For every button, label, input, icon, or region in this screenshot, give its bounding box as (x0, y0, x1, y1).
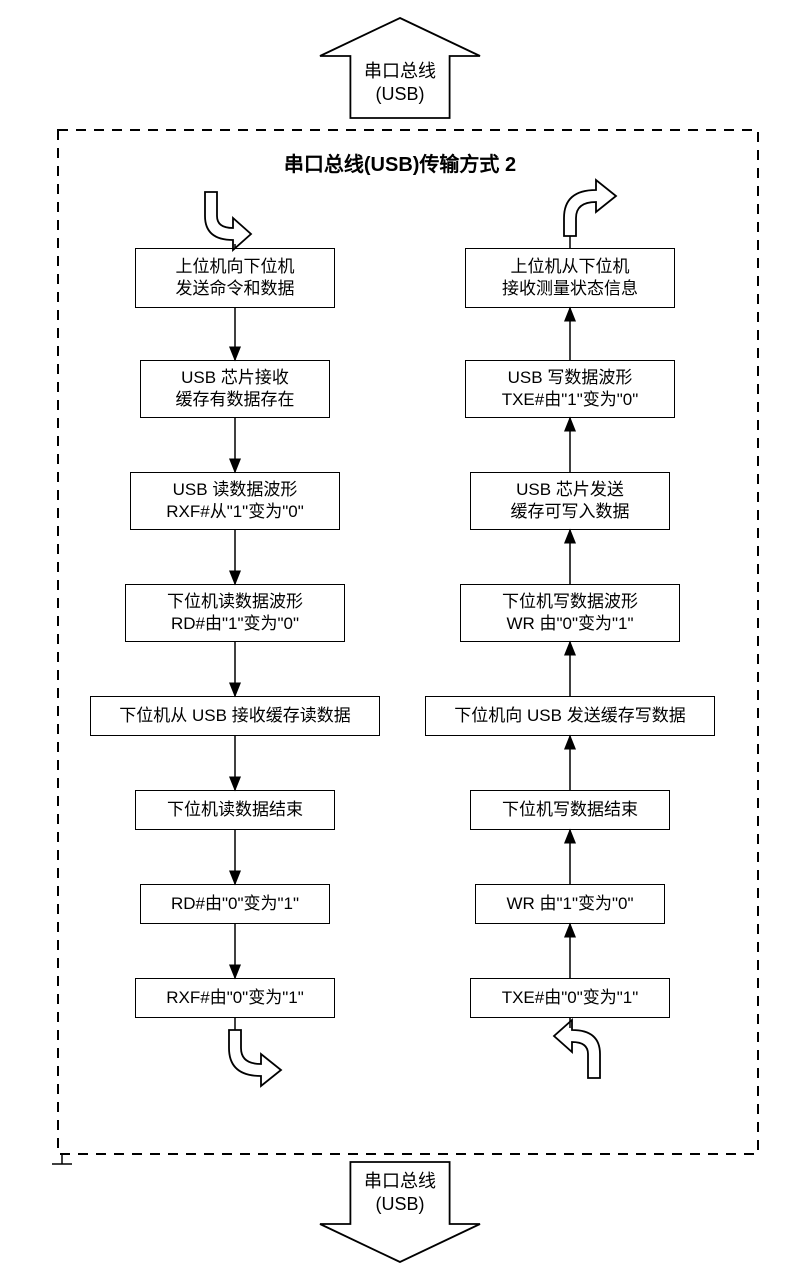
node-R2: USB 写数据波形TXE#由"1"变为"0" (465, 360, 675, 418)
node-R8: TXE#由"0"变为"1" (470, 978, 670, 1018)
flowchart-canvas: 串口总线(USB)传输方式 2 上位机向下位机发送命令和数据 USB 芯片接收缓… (0, 0, 800, 1282)
node-L5: 下位机从 USB 接收缓存读数据 (90, 696, 380, 736)
node-L1: 上位机向下位机发送命令和数据 (135, 248, 335, 308)
top-block-arrow-line1: 串口总线 (364, 61, 436, 81)
node-L7: RD#由"0"变为"1" (140, 884, 330, 924)
node-R4: 下位机写数据波形WR 由"0"变为"1" (460, 584, 680, 642)
node-L4: 下位机读数据波形RD#由"1"变为"0" (125, 584, 345, 642)
bottom-block-arrow-line2: (USB) (375, 1194, 424, 1214)
node-R5: 下位机向 USB 发送缓存写数据 (425, 696, 715, 736)
node-L3: USB 读数据波形RXF#从"1"变为"0" (130, 472, 340, 530)
bottom-block-arrow-line1: 串口总线 (364, 1171, 436, 1191)
node-L6: 下位机读数据结束 (135, 790, 335, 830)
bottom-block-arrow-label: 串口总线 (USB) (350, 1170, 449, 1215)
svg-overlay (0, 0, 800, 1282)
diagram-title: 串口总线(USB)传输方式 2 (0, 148, 800, 177)
node-R6: 下位机写数据结束 (470, 790, 670, 830)
node-R3: USB 芯片发送缓存可写入数据 (470, 472, 670, 530)
node-L8: RXF#由"0"变为"1" (135, 978, 335, 1018)
top-block-arrow-line2: (USB) (375, 84, 424, 104)
node-R7: WR 由"1"变为"0" (475, 884, 665, 924)
node-R1: 上位机从下位机接收测量状态信息 (465, 248, 675, 308)
node-L2: USB 芯片接收缓存有数据存在 (140, 360, 330, 418)
top-block-arrow-label: 串口总线 (USB) (350, 60, 449, 105)
